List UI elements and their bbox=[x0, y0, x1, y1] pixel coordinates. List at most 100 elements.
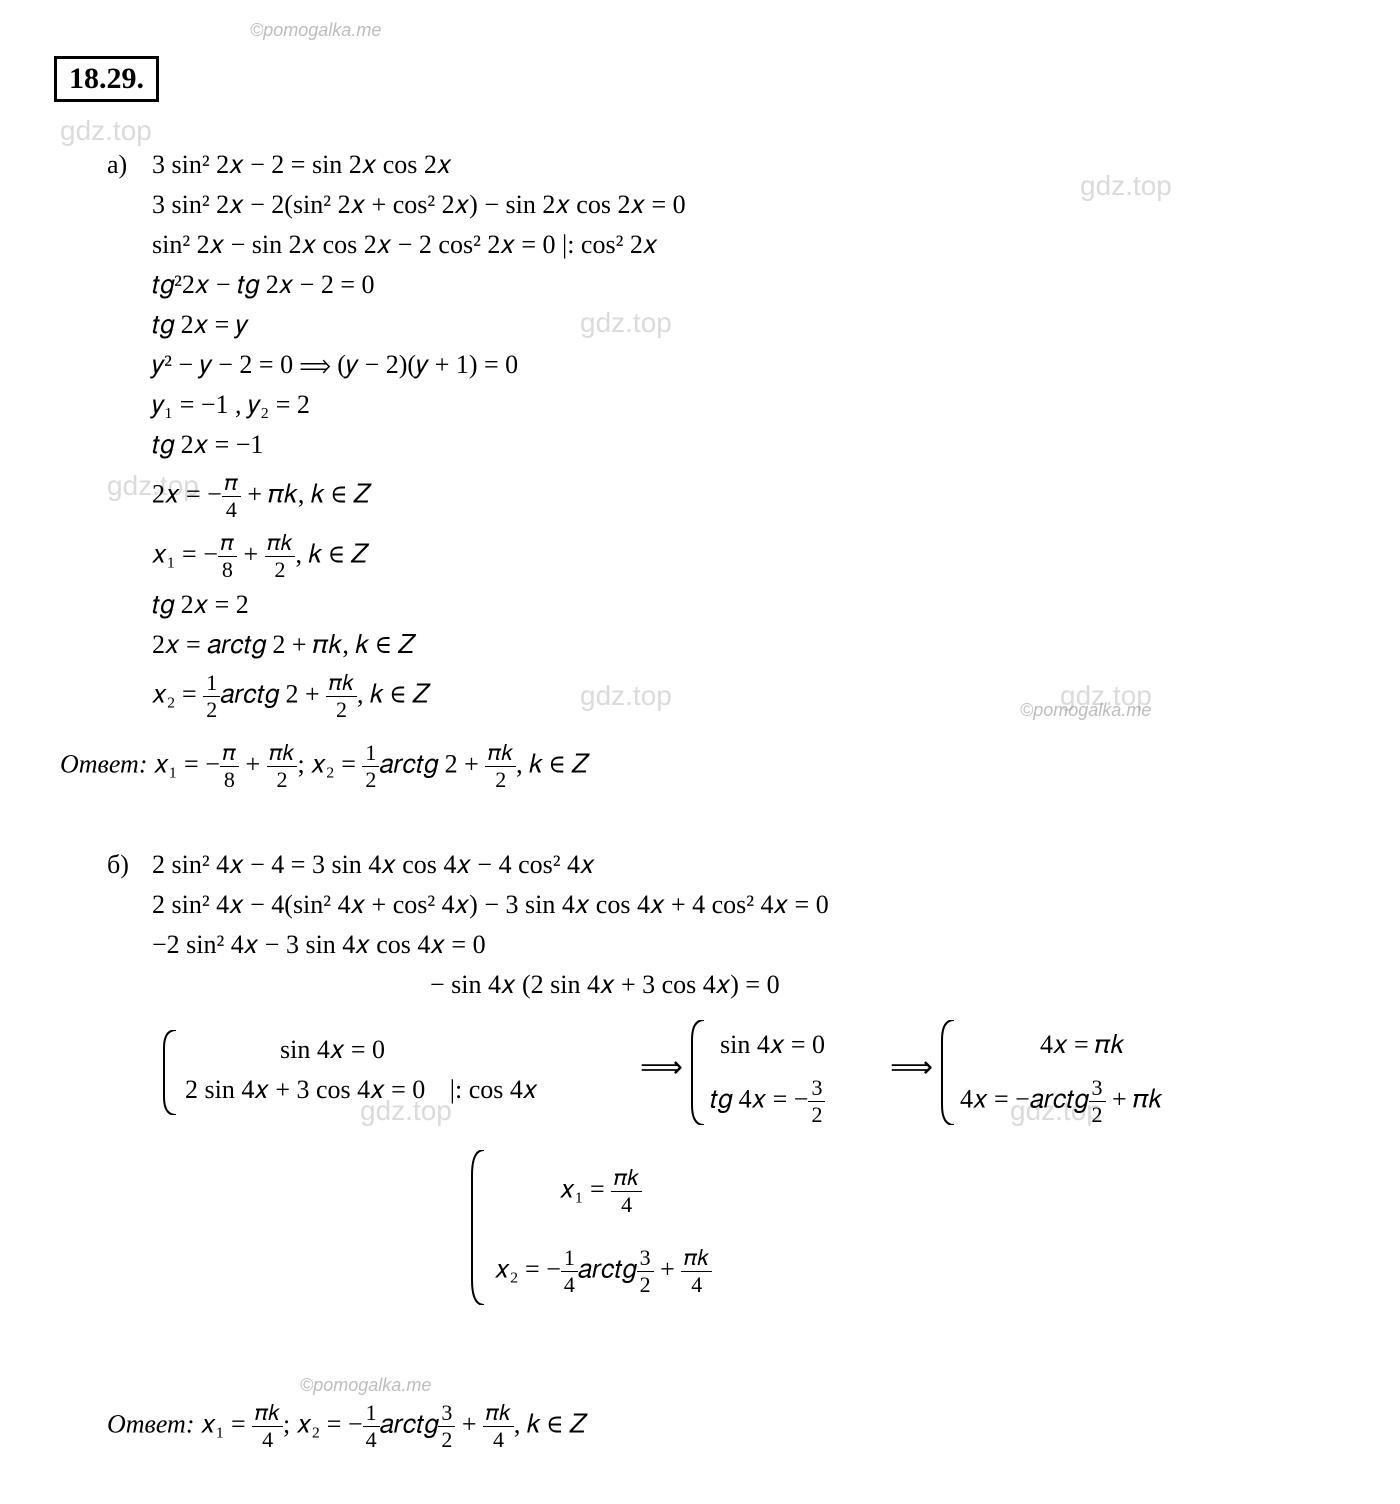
numerator: 𝜋 bbox=[220, 740, 239, 767]
denominator: 2 bbox=[637, 1272, 654, 1298]
text: 4𝑥 = −𝑎𝑟𝑐𝑡𝑔 bbox=[960, 1084, 1089, 1113]
system-eq: sin 4𝑥 = 0 bbox=[720, 1030, 825, 1061]
eq-line: 𝑡𝑔 2𝑥 = 2 bbox=[152, 590, 249, 621]
text: + bbox=[654, 1254, 682, 1283]
fraction: 𝜋𝑘4 bbox=[681, 1245, 712, 1298]
numerator: 3 bbox=[808, 1075, 825, 1102]
numerator: 𝜋𝑘 bbox=[485, 740, 516, 767]
text: 2 sin 4𝑥 + 3 cos 4𝑥 = 0 bbox=[185, 1075, 425, 1104]
system-eq: 4𝑥 = 𝜋𝑘 bbox=[1040, 1030, 1124, 1061]
text: |: cos 4𝑥 bbox=[450, 1075, 538, 1104]
denominator: 4 bbox=[681, 1272, 712, 1298]
denominator: 2 bbox=[485, 767, 516, 793]
fraction: 𝜋𝑘2 bbox=[265, 530, 296, 583]
numerator: 1 bbox=[203, 670, 220, 697]
system-eq: 𝑥₂ = −14𝑎𝑟𝑐𝑡𝑔32 + 𝜋𝑘4 bbox=[495, 1245, 712, 1298]
denominator: 4 bbox=[483, 1427, 514, 1453]
system-eq: 2 sin 4𝑥 + 3 cos 4𝑥 = 0 |: cos 4𝑥 bbox=[185, 1075, 537, 1106]
denominator: 4 bbox=[611, 1192, 642, 1218]
eq-line: 2 sin² 4𝑥 − 4(sin² 4𝑥 + cos² 4𝑥) − 3 sin… bbox=[152, 890, 829, 921]
denominator: 2 bbox=[265, 557, 296, 583]
system-eq: 𝑡𝑔 4𝑥 = −32 bbox=[710, 1075, 825, 1128]
eq-line: 𝑦₁ = −1 , 𝑦₂ = 2 bbox=[152, 390, 310, 421]
watermark-pomogalka: ©pomogalka.me bbox=[300, 1375, 431, 1396]
text: 𝑡𝑔 4𝑥 = − bbox=[710, 1084, 808, 1113]
text: , 𝑘 ∈ 𝑍 bbox=[516, 749, 587, 778]
numerator: 1 bbox=[362, 740, 379, 767]
case-bracket-icon bbox=[940, 1020, 960, 1125]
answer-line: Ответ: 𝑥₁ = 𝜋𝑘4; 𝑥₂ = −14𝑎𝑟𝑐𝑡𝑔32 + 𝜋𝑘4, … bbox=[107, 1400, 585, 1453]
part-a-tag: а) bbox=[107, 150, 127, 180]
fraction: 32 bbox=[438, 1400, 455, 1453]
fraction: 𝜋4 bbox=[222, 470, 241, 523]
denominator: 8 bbox=[218, 557, 237, 583]
text: + 𝜋𝑘, 𝑘 ∈ 𝑍 bbox=[241, 479, 369, 508]
numerator: 𝜋𝑘 bbox=[267, 740, 298, 767]
fraction: 𝜋𝑘4 bbox=[611, 1165, 642, 1218]
numerator: 𝜋𝑘 bbox=[252, 1400, 283, 1427]
numerator: 𝜋 bbox=[218, 530, 237, 557]
fraction: 12 bbox=[362, 740, 379, 793]
watermark-gdz: gdz.top bbox=[580, 307, 672, 339]
fraction: 𝜋𝑘2 bbox=[485, 740, 516, 793]
text: + bbox=[237, 539, 265, 568]
text: 𝑎𝑟𝑐𝑡𝑔 bbox=[578, 1254, 637, 1283]
numerator: 1 bbox=[363, 1400, 380, 1427]
denominator: 8 bbox=[220, 767, 239, 793]
case-bracket-icon bbox=[690, 1020, 710, 1125]
text: 𝑥₁ = bbox=[194, 1409, 252, 1438]
denominator: 2 bbox=[362, 767, 379, 793]
eq-line: 𝑡𝑔 2𝑥 = −1 bbox=[152, 430, 263, 461]
text: 𝑥₂ = − bbox=[495, 1254, 561, 1283]
case-bracket-icon bbox=[470, 1150, 490, 1305]
fraction: 𝜋𝑘4 bbox=[483, 1400, 514, 1453]
text: ; 𝑥₂ = bbox=[297, 749, 362, 778]
fraction: 14 bbox=[561, 1245, 578, 1298]
text: 𝑎𝑟𝑐𝑡𝑔 bbox=[380, 1409, 439, 1438]
numerator: 𝜋𝑘 bbox=[611, 1165, 642, 1192]
denominator: 4 bbox=[252, 1427, 283, 1453]
denominator: 4 bbox=[222, 497, 241, 523]
arrow-implies: ⟹ bbox=[890, 1050, 933, 1085]
text: 𝑥₁ = bbox=[560, 1174, 611, 1203]
text: 𝑎𝑟𝑐𝑡𝑔 2 + bbox=[379, 749, 485, 778]
text: + bbox=[239, 749, 267, 778]
text: 𝑥₂ = bbox=[152, 679, 203, 708]
fraction: 𝜋8 bbox=[220, 740, 239, 793]
fraction: 𝜋𝑘2 bbox=[267, 740, 298, 793]
eq-line: 𝑦² − 𝑦 − 2 = 0 ⟹ (𝑦 − 2)(𝑦 + 1) = 0 bbox=[152, 350, 518, 381]
numerator: 𝜋 bbox=[222, 470, 241, 497]
text: 𝑥₁ = − bbox=[147, 749, 219, 778]
eq-line: 2 sin² 4𝑥 − 4 = 3 sin 4𝑥 cos 4𝑥 − 4 cos²… bbox=[152, 850, 595, 881]
watermark-pomogalka: ©pomogalka.me bbox=[250, 20, 381, 41]
text: , 𝑘 ∈ 𝑍 bbox=[295, 539, 366, 568]
numerator: 3 bbox=[1089, 1075, 1106, 1102]
watermark-pomogalka: ©pomogalka.me bbox=[1020, 700, 1151, 721]
numerator: 𝜋𝑘 bbox=[326, 670, 357, 697]
denominator: 2 bbox=[808, 1102, 825, 1128]
fraction: 32 bbox=[1089, 1075, 1106, 1128]
numerator: 𝜋𝑘 bbox=[265, 530, 296, 557]
fraction: 𝜋𝑘2 bbox=[326, 670, 357, 723]
eq-line: 3 sin² 2𝑥 − 2 = sin 2𝑥 cos 2𝑥 bbox=[152, 150, 451, 181]
fraction: 32 bbox=[808, 1075, 825, 1128]
numerator: 𝜋𝑘 bbox=[681, 1245, 712, 1272]
fraction: 𝜋8 bbox=[218, 530, 237, 583]
page-root: ©pomogalka.me gdz.top gdz.top gdz.top gd… bbox=[0, 0, 1400, 1504]
eq-line: sin² 2𝑥 − sin 2𝑥 cos 2𝑥 − 2 cos² 2𝑥 = 0 … bbox=[152, 230, 657, 261]
problem-number-box: 18.29. bbox=[54, 56, 159, 102]
eq-line: 2𝑥 = 𝑎𝑟𝑐𝑡𝑔 2 + 𝜋𝑘, 𝑘 ∈ 𝑍 bbox=[152, 630, 413, 661]
answer-label: Ответ: bbox=[107, 1409, 194, 1438]
denominator: 2 bbox=[267, 767, 298, 793]
text: 2𝑥 = − bbox=[152, 479, 222, 508]
numerator: 3 bbox=[637, 1245, 654, 1272]
system-eq: 𝑥₁ = 𝜋𝑘4 bbox=[560, 1165, 642, 1218]
numerator: 𝜋𝑘 bbox=[483, 1400, 514, 1427]
denominator: 2 bbox=[203, 697, 220, 723]
watermark-gdz: gdz.top bbox=[60, 115, 152, 147]
eq-line: 𝑥₂ = 12𝑎𝑟𝑐𝑡𝑔 2 + 𝜋𝑘2, 𝑘 ∈ 𝑍 bbox=[152, 670, 428, 723]
eq-line: 𝑡𝑔²2𝑥 − 𝑡𝑔 2𝑥 − 2 = 0 bbox=[152, 270, 375, 301]
eq-line: 𝑡𝑔 2𝑥 = 𝑦 bbox=[152, 310, 248, 341]
text: , 𝑘 ∈ 𝑍 bbox=[514, 1409, 585, 1438]
text: 𝑥₁ = − bbox=[152, 539, 218, 568]
